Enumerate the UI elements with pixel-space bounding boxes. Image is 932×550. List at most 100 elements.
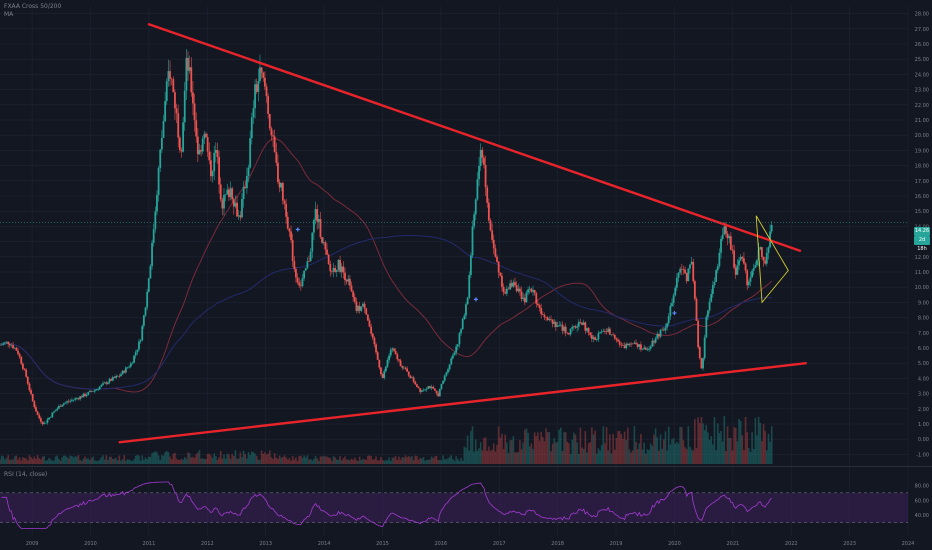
volume-bar <box>659 434 662 464</box>
volume-bar <box>62 455 65 464</box>
candle-body <box>210 160 212 177</box>
candle-body <box>512 282 515 287</box>
candle-body <box>476 179 479 200</box>
time-tick-label: 2014 <box>318 541 331 547</box>
volume-bar <box>478 448 480 464</box>
volume-bar <box>707 432 709 464</box>
volume-bar <box>126 459 129 464</box>
candle-body <box>497 261 500 273</box>
candle-body <box>739 256 742 261</box>
candle-body <box>649 346 652 349</box>
volume-bar <box>300 455 302 464</box>
candle-body <box>21 363 24 369</box>
candle-body <box>175 108 178 114</box>
candle-body <box>72 399 75 401</box>
volume-bar <box>559 427 562 464</box>
candle-body <box>335 270 338 272</box>
candle-body <box>185 57 188 91</box>
candle-body <box>443 375 446 381</box>
candle-body <box>138 341 140 350</box>
volume-bar <box>535 436 538 464</box>
candle-body <box>640 344 642 350</box>
volume-bar <box>504 434 507 464</box>
volume-bar <box>471 426 474 464</box>
volume-bar <box>569 453 572 464</box>
volume-bar <box>10 459 13 464</box>
volume-bar <box>411 456 413 464</box>
time-axis[interactable]: 2009 2010 2011 2012 2013 2014 2015 2016 2017 2018… <box>26 541 915 547</box>
candle-body <box>479 149 482 166</box>
volume-bar <box>388 457 390 464</box>
candle-body <box>610 334 613 336</box>
volume-bar <box>448 456 451 464</box>
candle-body <box>154 211 157 230</box>
candle-body <box>674 287 677 296</box>
candle-body <box>57 405 60 409</box>
volume-bar <box>424 460 426 464</box>
candle-body <box>28 383 31 391</box>
volume-bar <box>730 437 732 464</box>
candle-body <box>747 281 750 286</box>
candle-body <box>559 324 562 326</box>
rsi-line <box>1 481 772 529</box>
candle-body <box>507 288 510 290</box>
volume-bar <box>309 458 312 464</box>
candle-body <box>160 137 163 150</box>
volume-bar <box>244 454 247 464</box>
time-tick-label: 2018 <box>551 541 564 547</box>
volume-bar <box>483 438 485 464</box>
candle-body <box>10 345 13 346</box>
candle-body <box>128 366 131 368</box>
symbol-title: FXAA Cross 50/200 <box>4 3 62 10</box>
volume-bar <box>28 455 31 464</box>
volume-bar <box>112 458 114 464</box>
candle-body <box>260 67 263 73</box>
price-tick-label: 17.00 <box>915 179 929 185</box>
volume-bar <box>761 441 763 464</box>
candle-body <box>0 344 3 346</box>
volume-bar <box>180 458 183 464</box>
volume-bar <box>479 442 482 464</box>
volume-bar <box>205 459 207 464</box>
volume-bar <box>743 449 745 464</box>
volume-bar <box>396 459 399 464</box>
volume-bar <box>350 458 353 464</box>
volume-bar <box>749 451 752 464</box>
volume-bar <box>210 455 212 464</box>
candle-body <box>607 328 610 332</box>
volume-bar <box>144 457 147 464</box>
volume-bar <box>599 450 601 464</box>
volume-bar <box>682 440 685 464</box>
time-tick-label: 2012 <box>201 541 214 547</box>
candle-body <box>767 247 770 253</box>
volume-bar <box>290 460 292 464</box>
candle-body <box>113 377 116 378</box>
candle-body <box>448 364 451 370</box>
last-price-tag: 14.26 <box>914 227 930 236</box>
volume-bar <box>20 460 23 464</box>
candle-body <box>368 320 371 327</box>
candle-body <box>48 417 50 420</box>
volume-bar <box>401 457 404 464</box>
candle-body <box>268 114 271 129</box>
candle-body <box>344 272 346 281</box>
candle-body <box>337 259 340 271</box>
candle-body <box>381 374 384 378</box>
candle-body <box>334 268 337 272</box>
candle-body <box>234 202 237 207</box>
candle-body <box>605 331 608 332</box>
candle-body <box>263 77 266 87</box>
candle-body <box>244 186 247 189</box>
volume-bar <box>718 433 721 464</box>
volume-bar <box>577 453 580 464</box>
volume-bar <box>455 456 457 464</box>
volume-bar <box>30 457 32 464</box>
candle-body <box>366 314 369 321</box>
volume-bar <box>579 427 582 464</box>
volume-bar <box>687 426 690 464</box>
volume-bar <box>162 455 165 464</box>
volume-bar <box>638 443 641 464</box>
trendlines[interactable] <box>0 23 908 444</box>
volume-bar <box>762 423 765 464</box>
